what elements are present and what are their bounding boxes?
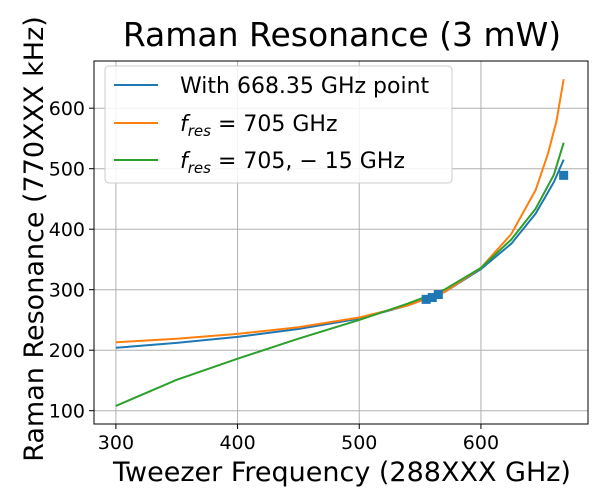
x-tick-label: 300 <box>98 432 134 454</box>
chart-title: Raman Resonance (3 mW) <box>123 15 561 54</box>
y-tick-label: 400 <box>49 219 85 241</box>
y-tick-label: 100 <box>49 401 85 423</box>
data-marker <box>559 170 569 180</box>
plot-frame <box>93 60 589 425</box>
y-tick-label: 500 <box>49 159 85 181</box>
y-tick-label: 600 <box>49 98 85 120</box>
data-marker <box>421 294 431 304</box>
legend: With 668.35 GHz point fres = 705 GHz fres … <box>104 65 453 184</box>
x-tick-label: 600 <box>463 432 499 454</box>
x-tick-label: 400 <box>219 432 255 454</box>
data-marker <box>427 293 437 303</box>
data-marker <box>433 290 443 300</box>
x-axis-label: Tweezer Frequency (288XXX GHz) <box>112 457 571 488</box>
x-tick-label: 500 <box>341 432 377 454</box>
legend-entry: fres = 705 GHz <box>180 112 338 140</box>
y-tick-label: 300 <box>49 280 85 302</box>
y-tick-label: 200 <box>49 340 85 362</box>
series-line-2 <box>115 79 565 344</box>
y-axis-label: Raman Resonance (770XXX kHz) <box>19 16 50 462</box>
legend-box <box>104 65 453 184</box>
legend-entry: With 668.35 GHz point <box>180 74 430 99</box>
legend-entry: fres = 705, − 15 GHz <box>180 149 405 177</box>
axis-ticks: 300 400 500 600 100 200 300 400 500 600 <box>49 98 499 454</box>
data-markers <box>421 170 569 304</box>
